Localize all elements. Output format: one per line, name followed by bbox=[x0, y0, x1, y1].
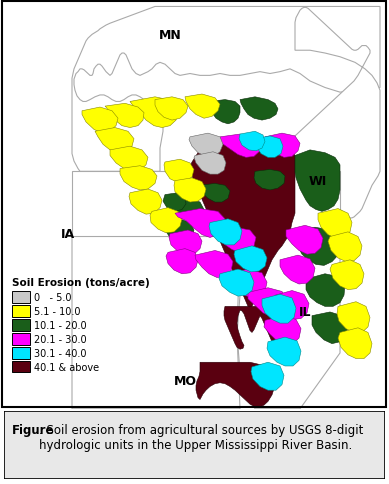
Polygon shape bbox=[72, 172, 340, 237]
Polygon shape bbox=[306, 274, 345, 307]
Text: 20.1 - 30.0: 20.1 - 30.0 bbox=[34, 334, 87, 344]
Polygon shape bbox=[169, 230, 202, 256]
Text: 40.1 & above: 40.1 & above bbox=[34, 362, 99, 372]
Text: MN: MN bbox=[159, 29, 181, 42]
Text: IA: IA bbox=[61, 228, 75, 241]
Text: 10.1 - 20.0: 10.1 - 20.0 bbox=[34, 320, 87, 330]
Polygon shape bbox=[328, 232, 362, 262]
Text: Figure: Figure bbox=[12, 424, 54, 437]
Polygon shape bbox=[166, 249, 198, 274]
Polygon shape bbox=[295, 151, 340, 212]
Polygon shape bbox=[110, 147, 148, 172]
Polygon shape bbox=[330, 260, 364, 290]
Bar bbox=[12, 306, 30, 317]
Polygon shape bbox=[175, 200, 204, 221]
Polygon shape bbox=[262, 295, 296, 323]
Polygon shape bbox=[210, 100, 240, 124]
Text: IL: IL bbox=[299, 305, 311, 318]
Polygon shape bbox=[209, 219, 242, 245]
Polygon shape bbox=[228, 270, 267, 298]
Bar bbox=[12, 292, 30, 303]
Polygon shape bbox=[274, 291, 309, 320]
Polygon shape bbox=[251, 363, 284, 391]
Polygon shape bbox=[196, 363, 275, 407]
Polygon shape bbox=[215, 228, 256, 253]
Text: WI: WI bbox=[309, 175, 327, 188]
Polygon shape bbox=[234, 246, 267, 272]
Polygon shape bbox=[72, 7, 380, 172]
Bar bbox=[12, 348, 30, 359]
Polygon shape bbox=[338, 328, 372, 359]
Polygon shape bbox=[185, 95, 220, 119]
Polygon shape bbox=[95, 128, 134, 153]
Polygon shape bbox=[264, 134, 300, 158]
Polygon shape bbox=[190, 139, 295, 309]
Polygon shape bbox=[312, 312, 348, 344]
Polygon shape bbox=[264, 316, 301, 345]
Polygon shape bbox=[189, 134, 223, 157]
Polygon shape bbox=[280, 256, 315, 285]
Polygon shape bbox=[163, 193, 186, 212]
Polygon shape bbox=[130, 98, 178, 128]
Bar bbox=[12, 333, 30, 345]
Bar bbox=[12, 320, 30, 331]
Polygon shape bbox=[82, 108, 118, 134]
Polygon shape bbox=[240, 98, 278, 121]
Polygon shape bbox=[200, 184, 230, 203]
Polygon shape bbox=[174, 179, 206, 203]
Polygon shape bbox=[286, 226, 323, 255]
Polygon shape bbox=[195, 251, 233, 278]
Polygon shape bbox=[255, 136, 283, 158]
Polygon shape bbox=[239, 132, 265, 151]
Text: 5.1 - 10.0: 5.1 - 10.0 bbox=[34, 306, 81, 317]
Polygon shape bbox=[237, 237, 340, 409]
Polygon shape bbox=[224, 302, 295, 353]
Text: 0   - 5.0: 0 - 5.0 bbox=[34, 292, 72, 302]
Bar bbox=[12, 362, 30, 373]
Polygon shape bbox=[155, 98, 188, 121]
Polygon shape bbox=[120, 166, 157, 191]
Polygon shape bbox=[105, 104, 144, 128]
Polygon shape bbox=[175, 209, 225, 238]
Polygon shape bbox=[254, 170, 285, 191]
Polygon shape bbox=[318, 209, 352, 239]
Polygon shape bbox=[254, 8, 380, 218]
Polygon shape bbox=[295, 228, 340, 266]
Text: . Soil erosion from agricultural sources by USGS 8-digit hydrologic units in the: . Soil erosion from agricultural sources… bbox=[39, 424, 364, 451]
Polygon shape bbox=[220, 135, 262, 158]
Text: MO: MO bbox=[173, 375, 196, 388]
Polygon shape bbox=[248, 288, 287, 317]
Polygon shape bbox=[129, 190, 162, 215]
Polygon shape bbox=[194, 152, 226, 175]
Polygon shape bbox=[219, 270, 254, 297]
Polygon shape bbox=[267, 337, 301, 366]
Polygon shape bbox=[150, 208, 182, 233]
Text: Soil Erosion (tons/acre): Soil Erosion (tons/acre) bbox=[12, 277, 150, 287]
Polygon shape bbox=[165, 220, 194, 242]
Polygon shape bbox=[164, 160, 194, 183]
Text: 30.1 - 40.0: 30.1 - 40.0 bbox=[34, 348, 86, 358]
Polygon shape bbox=[337, 302, 370, 333]
Polygon shape bbox=[72, 237, 240, 409]
